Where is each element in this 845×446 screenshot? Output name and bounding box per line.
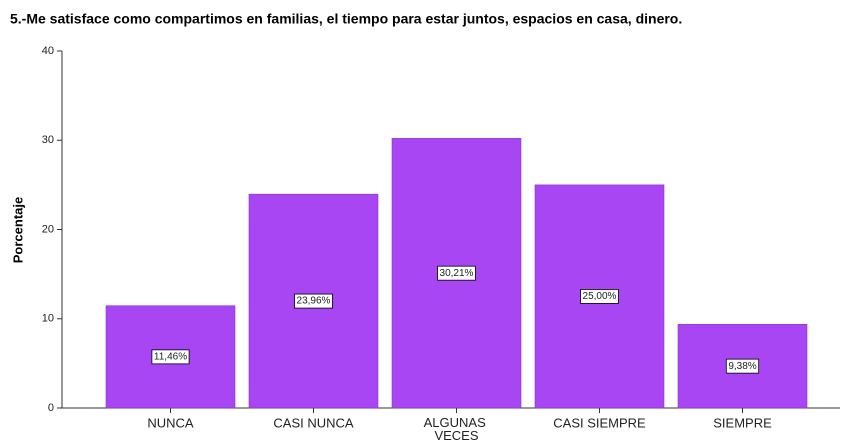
y-tick-label: 0 — [48, 402, 54, 414]
value-label-box — [580, 289, 619, 304]
x-tick-label: CASI NUNCA — [273, 415, 354, 430]
value-label: 23,96% — [297, 296, 331, 307]
value-label: 30,21% — [440, 268, 474, 279]
y-tick-label: 40 — [42, 45, 54, 57]
value-label-box — [437, 265, 476, 281]
chart-title: 5.-Me satisface como compartimos en fami… — [10, 11, 682, 27]
value-label: 25,00% — [583, 291, 617, 302]
y-tick-label: 20 — [42, 223, 54, 235]
value-label-box — [294, 293, 333, 309]
y-tick-label: 30 — [42, 134, 54, 146]
x-tick-label: CASI SIEMPRE — [553, 415, 646, 430]
x-tick-label: SIEMPRE — [713, 415, 772, 430]
value-label: 11,46% — [154, 352, 187, 363]
x-tick-label: ALGUNAS VECES — [424, 415, 490, 443]
y-axis-label: Porcentaje — [10, 197, 25, 263]
x-tick-label: NUNCA — [147, 415, 194, 430]
value-label-box — [725, 358, 760, 374]
y-tick-label: 10 — [42, 313, 54, 325]
value-label: 9,38% — [728, 361, 756, 372]
value-label-box — [151, 349, 190, 365]
